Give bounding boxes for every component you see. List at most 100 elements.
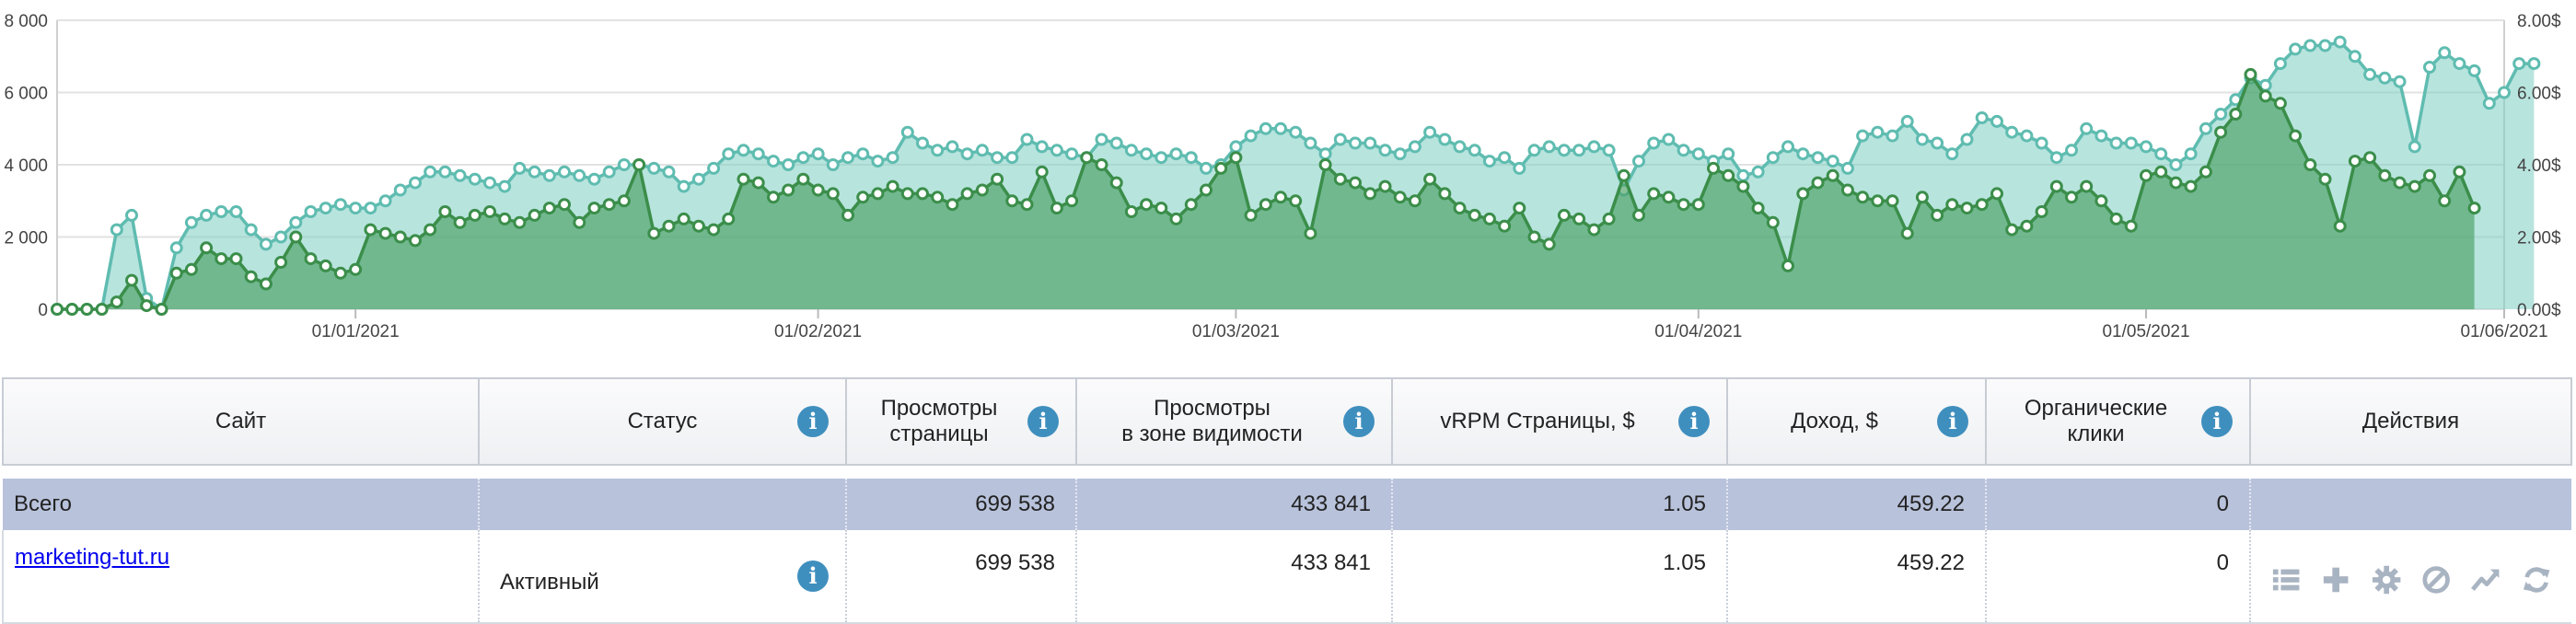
data-point[interactable] [946,140,959,154]
data-point[interactable] [378,194,392,208]
data-point[interactable] [169,266,183,280]
data-point[interactable] [215,252,228,266]
data-point[interactable] [826,158,840,171]
data-point[interactable] [632,158,646,171]
data-point[interactable] [1736,168,1750,182]
data-point[interactable] [1722,168,1735,182]
data-point[interactable] [1140,147,1154,161]
data-point[interactable] [274,230,288,244]
data-point[interactable] [1826,168,1839,182]
data-point[interactable] [1602,144,1616,157]
data-point[interactable] [811,147,825,161]
data-point[interactable] [125,273,138,287]
data-point[interactable] [1781,259,1794,272]
data-point[interactable] [169,241,183,255]
data-point[interactable] [528,208,541,222]
data-point[interactable] [1095,133,1108,146]
data-point[interactable] [1886,129,1899,143]
data-point[interactable] [2423,168,2436,182]
data-point[interactable] [333,198,347,212]
data-point[interactable] [677,212,690,225]
data-point[interactable] [1468,144,1481,157]
data-point[interactable] [1513,202,1526,215]
data-point[interactable] [2199,165,2212,179]
data-point[interactable] [409,234,422,248]
data-point[interactable] [1557,208,1571,222]
data-point[interactable] [1333,172,1347,186]
data-point[interactable] [1871,125,1885,139]
data-point[interactable] [1736,179,1750,193]
data-point[interactable] [991,172,1004,186]
info-icon[interactable]: i [797,406,829,437]
data-point[interactable] [2393,176,2407,190]
data-point[interactable] [2035,205,2048,218]
data-point[interactable] [51,303,64,316]
data-point[interactable] [274,256,288,269]
data-point[interactable] [2124,136,2138,150]
header-status[interactable]: Статус i [478,377,847,466]
data-point[interactable] [438,205,452,218]
data-point[interactable] [1244,208,1258,222]
data-point[interactable] [1109,136,1123,150]
data-point[interactable] [2527,57,2541,71]
data-point[interactable] [975,183,989,197]
data-point[interactable] [1169,147,1183,161]
data-point[interactable] [841,208,854,222]
data-point[interactable] [319,259,332,272]
data-point[interactable] [1840,161,1854,175]
data-point[interactable] [528,165,541,179]
data-point[interactable] [782,183,795,197]
data-point[interactable] [2408,140,2421,154]
data-point[interactable] [558,165,571,179]
data-point[interactable] [587,172,601,186]
data-point[interactable] [900,125,914,139]
data-point[interactable] [573,215,586,229]
data-point[interactable] [1498,219,1512,233]
data-point[interactable] [1766,215,1780,229]
header-page-views[interactable]: Просмотры страницы i [845,377,1077,466]
data-point[interactable] [1826,155,1839,168]
data-point[interactable] [960,147,974,161]
data-point[interactable] [65,303,79,316]
data-point[interactable] [1945,198,1959,212]
data-point[interactable] [886,151,899,165]
data-point[interactable] [1975,198,1989,212]
data-point[interactable] [319,202,332,215]
data-point[interactable] [617,158,631,171]
data-point[interactable] [617,194,631,208]
data-point[interactable] [602,165,616,179]
data-point[interactable] [424,223,437,237]
data-point[interactable] [2333,219,2347,233]
data-point[interactable] [1259,121,1272,135]
data-point[interactable] [1005,151,1019,165]
data-point[interactable] [304,205,318,218]
data-point[interactable] [1632,155,1645,168]
data-point[interactable] [1482,155,1496,168]
data-point[interactable] [1945,147,1959,161]
data-point[interactable] [2348,50,2361,64]
data-point[interactable] [2378,71,2392,85]
data-point[interactable] [931,191,945,204]
data-point[interactable] [2303,158,2317,171]
data-point[interactable] [1811,151,1825,165]
data-point[interactable] [1572,212,1586,225]
data-point[interactable] [1542,140,1556,154]
data-point[interactable] [2094,194,2108,208]
info-icon[interactable]: i [2201,406,2233,437]
data-point[interactable] [1513,161,1526,175]
data-point[interactable] [2438,194,2452,208]
data-point[interactable] [1542,237,1556,251]
data-point[interactable] [2094,129,2108,143]
data-point[interactable] [886,179,899,193]
data-point[interactable] [2080,179,2094,193]
data-point[interactable] [1886,194,1899,208]
data-point[interactable] [1259,198,1272,212]
data-point[interactable] [2363,67,2377,81]
info-icon[interactable]: i [1027,406,1059,437]
data-point[interactable] [229,205,243,218]
block-icon[interactable] [2421,564,2451,595]
data-point[interactable] [200,208,214,222]
data-point[interactable] [1677,144,1690,157]
data-point[interactable] [349,262,363,276]
data-point[interactable] [1020,198,1034,212]
